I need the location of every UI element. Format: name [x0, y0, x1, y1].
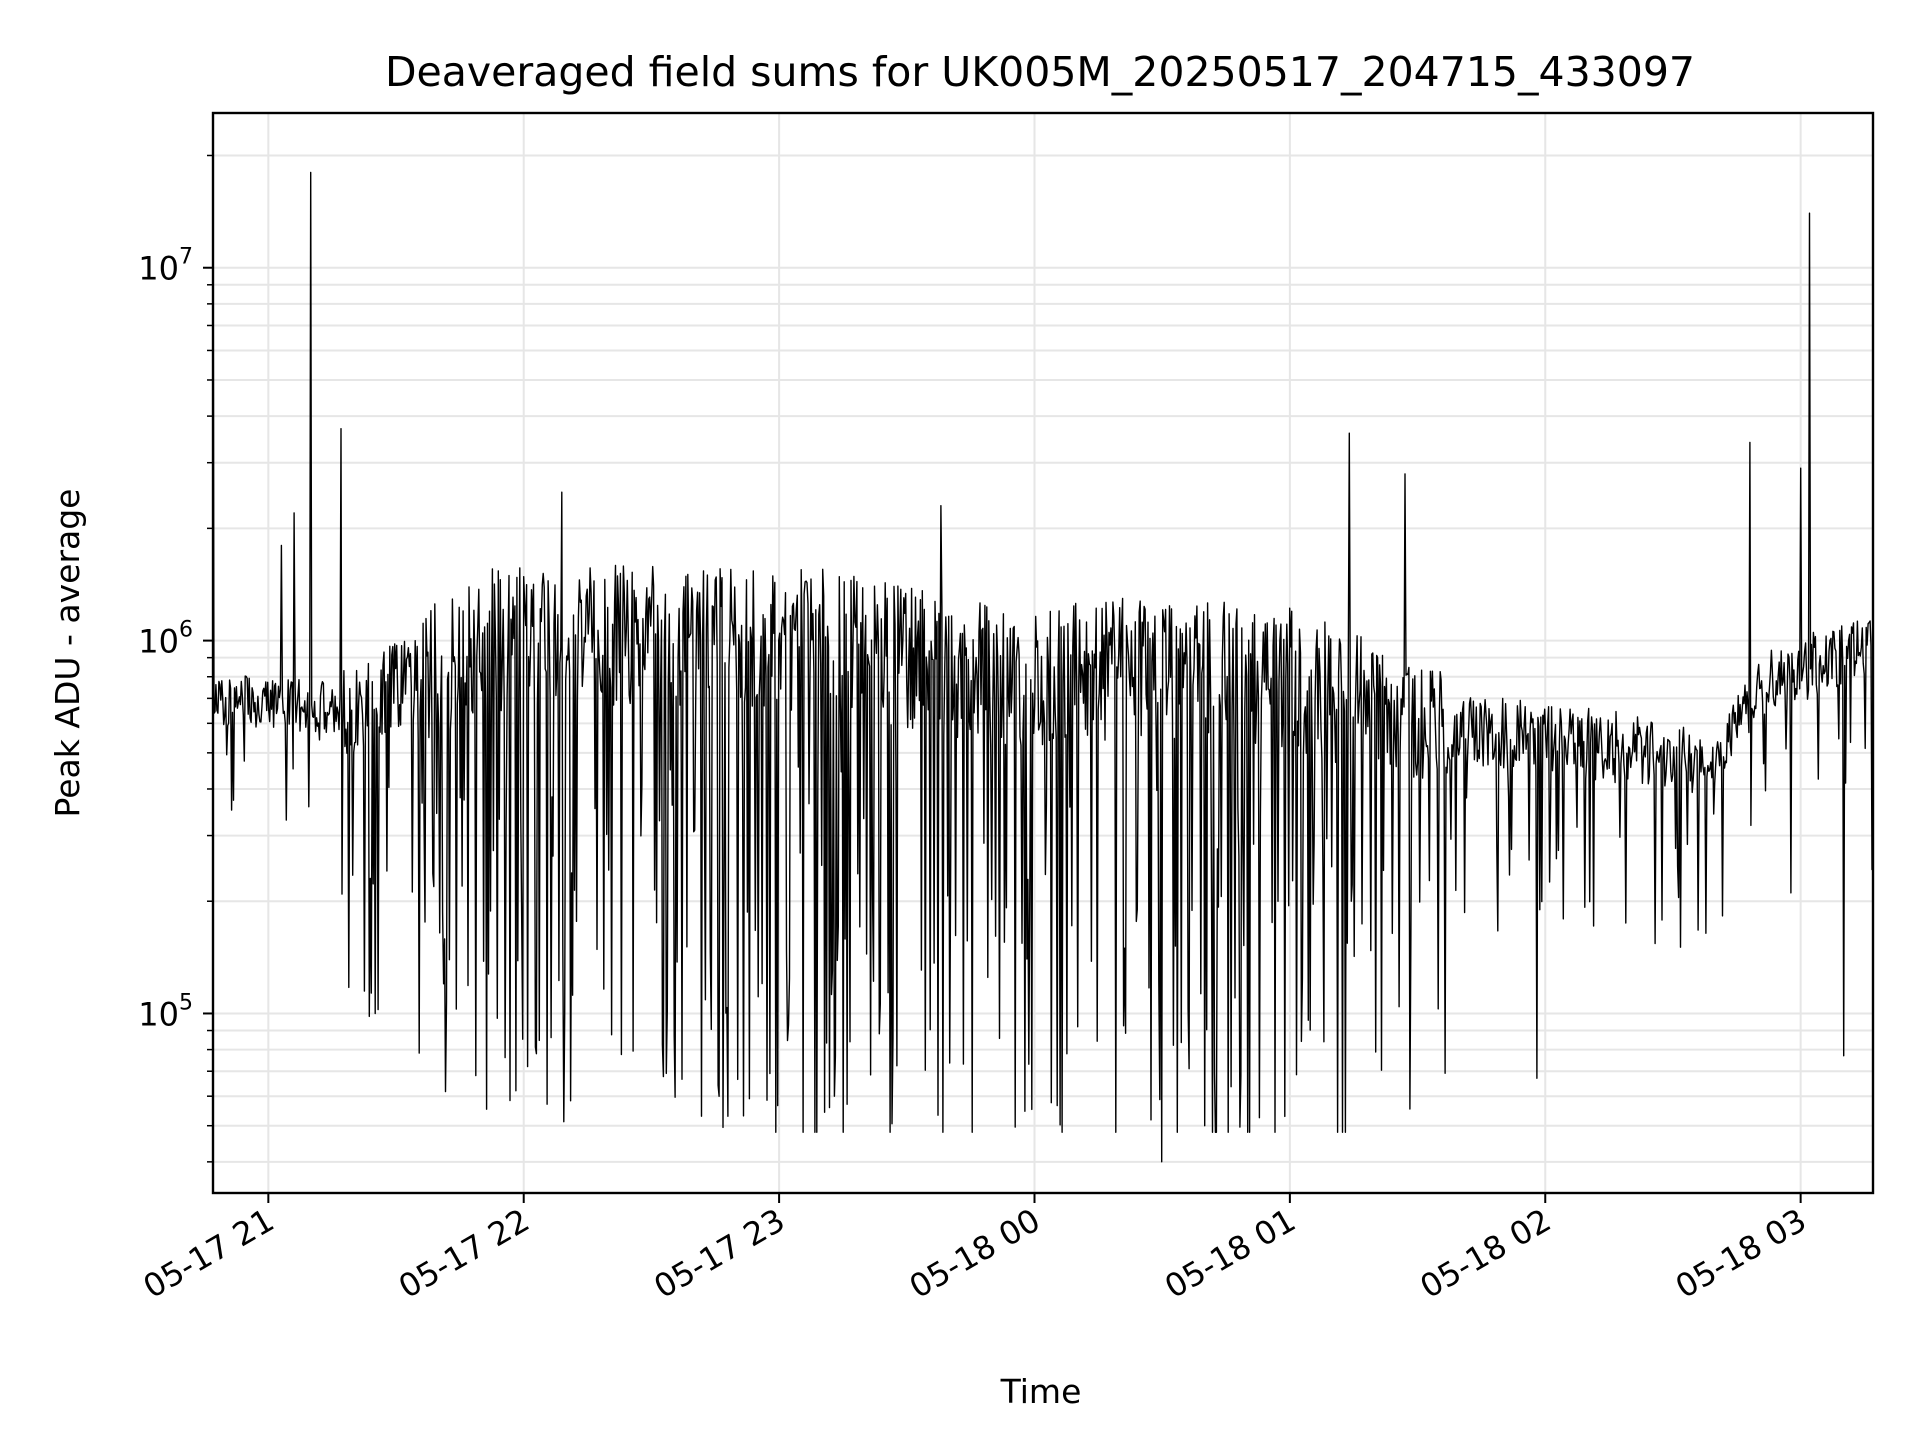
y-axis-title: Peak ADU - average: [48, 489, 87, 818]
x-axis-title: Time: [1000, 1372, 1082, 1411]
y-tick-label: 107: [138, 245, 193, 288]
series-line: [212, 163, 1874, 1163]
y-tick-label: 105: [138, 990, 193, 1033]
series-path: [212, 163, 1874, 1163]
plot-frame: [211, 111, 1875, 1195]
chart-title: Deaveraged field sums for UK005M_2025051…: [385, 48, 1695, 96]
y-tick-label: 106: [138, 618, 193, 661]
